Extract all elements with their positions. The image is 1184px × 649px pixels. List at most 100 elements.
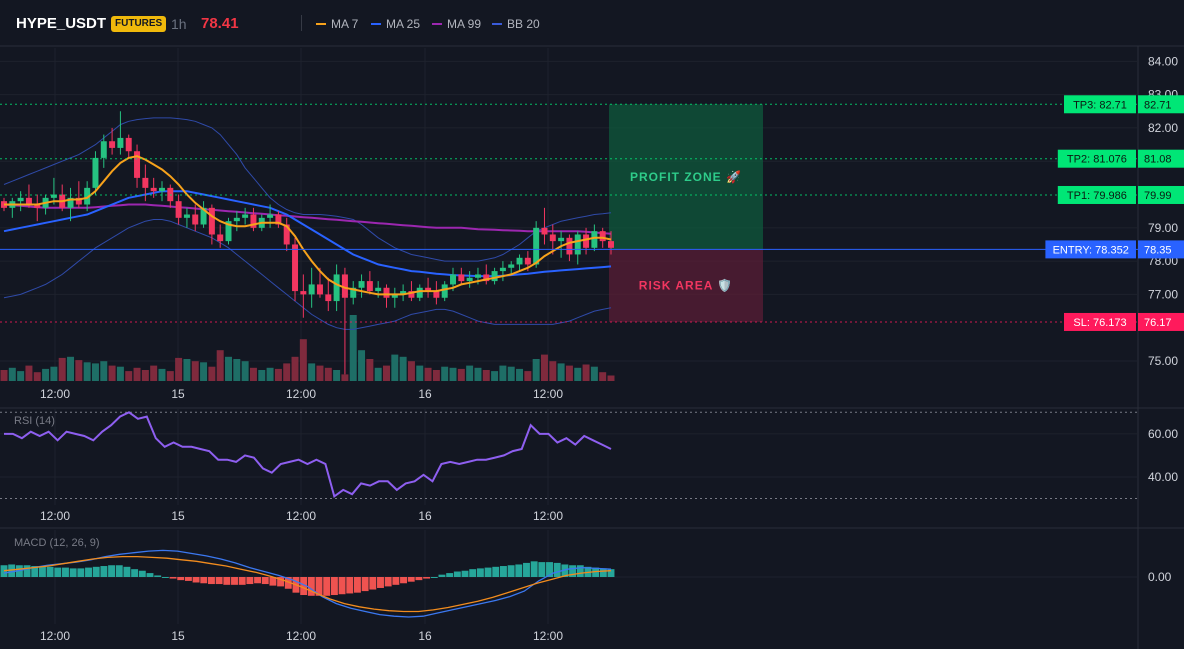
entry-level-text: ENTRY: 78.352 bbox=[1053, 244, 1129, 256]
candle-body bbox=[308, 284, 315, 295]
tp2-level-tag bbox=[1057, 149, 1136, 168]
legend-ma7[interactable]: MA 7 bbox=[316, 16, 358, 32]
macd-histogram-bar bbox=[184, 577, 192, 581]
macd-histogram-bar bbox=[46, 566, 54, 577]
macd-histogram-bar bbox=[538, 562, 546, 577]
candle-body bbox=[142, 177, 149, 188]
macd-histogram-bar bbox=[353, 577, 361, 593]
macd-histogram-bar bbox=[200, 577, 208, 584]
macd-histogram-bar bbox=[592, 567, 600, 577]
volume-bar bbox=[424, 367, 432, 381]
volume-bar bbox=[42, 368, 50, 381]
candle-body bbox=[499, 267, 506, 272]
candle-body bbox=[441, 284, 448, 298]
volume-bar bbox=[557, 363, 565, 381]
volume-bar bbox=[366, 359, 374, 381]
candle-body bbox=[458, 274, 465, 282]
price-tick-label: 82.00 bbox=[1148, 121, 1178, 135]
legend-ma25-label: MA 25 bbox=[386, 17, 421, 31]
candle-body bbox=[25, 197, 32, 205]
volume-bar bbox=[25, 365, 33, 381]
macd-histogram-bar bbox=[192, 577, 200, 583]
volume-bar bbox=[75, 360, 83, 381]
volume-bar bbox=[607, 375, 615, 381]
candle-body bbox=[541, 227, 548, 235]
macd-histogram-bar bbox=[492, 566, 500, 577]
candle-body bbox=[217, 234, 224, 242]
candle-body bbox=[325, 294, 332, 302]
macd-histogram-bar bbox=[54, 567, 62, 577]
macd-histogram-bar bbox=[599, 568, 607, 577]
candle-body bbox=[483, 274, 490, 282]
tp2-axis-tag bbox=[1138, 149, 1184, 168]
ma99-line bbox=[3, 203, 612, 235]
candle-body bbox=[183, 214, 190, 218]
volume-bar bbox=[524, 371, 532, 381]
legend-ma25-swatch bbox=[371, 22, 381, 25]
volume-bar bbox=[166, 371, 174, 381]
macd-histogram-bar bbox=[530, 561, 538, 577]
symbol-name[interactable]: HYPE_USDT bbox=[16, 15, 107, 32]
last-price: 78.41 bbox=[201, 15, 239, 32]
legend-ma99[interactable]: MA 99 bbox=[432, 16, 481, 32]
volume-bar bbox=[175, 357, 183, 381]
candle-body bbox=[574, 234, 581, 255]
macd-histogram-bar bbox=[507, 565, 515, 577]
time-tick-label: 12:00 bbox=[40, 387, 70, 401]
macd-title: MACD (12, 26, 9) bbox=[14, 537, 100, 549]
price-tick-label: 75.00 bbox=[1148, 354, 1178, 368]
macd-histogram-bar bbox=[515, 564, 523, 577]
bb-lower-line bbox=[3, 219, 612, 330]
volume-bar bbox=[416, 365, 424, 381]
legend-ma25[interactable]: MA 25 bbox=[371, 16, 420, 32]
profit-zone-label: PROFIT ZONE 🚀 bbox=[630, 170, 742, 184]
volume-bar bbox=[565, 365, 573, 381]
volume-bar bbox=[216, 350, 224, 381]
timeframe-label[interactable]: 1h bbox=[171, 16, 187, 32]
candle-body bbox=[416, 287, 423, 298]
volume-bar bbox=[308, 363, 316, 381]
candle-body bbox=[591, 231, 598, 248]
volume-bar bbox=[208, 366, 216, 381]
legend-bb20[interactable]: BB 20 bbox=[492, 16, 540, 32]
time-tick-label: 15 bbox=[171, 629, 185, 643]
risk-zone bbox=[609, 249, 763, 322]
volume-bar bbox=[258, 370, 266, 381]
candle-body bbox=[158, 187, 165, 192]
macd-histogram-bar bbox=[346, 577, 354, 594]
volume-bar bbox=[133, 367, 141, 381]
macd-histogram-bar bbox=[330, 577, 338, 596]
candle-body bbox=[558, 237, 565, 242]
macd-histogram-bar bbox=[446, 573, 454, 577]
macd-histogram-bar bbox=[131, 569, 139, 577]
candle-body bbox=[549, 234, 556, 242]
tp1-axis-tag bbox=[1138, 185, 1184, 204]
volume-bar bbox=[449, 367, 457, 381]
futures-badge: FUTURES bbox=[111, 16, 167, 32]
macd-histogram-bar bbox=[400, 577, 408, 584]
macd-histogram-bar bbox=[92, 566, 100, 577]
candle-body bbox=[250, 214, 257, 228]
volume-bar bbox=[116, 366, 124, 381]
rsi-tick-label: 40.00 bbox=[1148, 470, 1178, 484]
candle-body bbox=[292, 244, 299, 292]
time-tick-label: 16 bbox=[418, 387, 432, 401]
macd-histogram-bar bbox=[269, 577, 277, 586]
macd-signal-line bbox=[3, 555, 612, 613]
macd-histogram-bar bbox=[338, 577, 346, 595]
candle-body bbox=[233, 217, 240, 222]
legend-ma7-swatch bbox=[316, 22, 326, 25]
candle-body bbox=[366, 281, 373, 292]
volume-bar bbox=[599, 372, 607, 381]
macd-histogram-bar bbox=[361, 577, 369, 592]
candle-body bbox=[150, 187, 157, 192]
volume-bar bbox=[532, 359, 540, 381]
volume-bar bbox=[399, 356, 407, 381]
candle-body bbox=[125, 137, 132, 152]
candle-body bbox=[524, 257, 531, 265]
candle-body bbox=[175, 201, 182, 218]
price-tick-label: 79.00 bbox=[1148, 221, 1178, 235]
macd-tick-label: 0.00 bbox=[1148, 570, 1172, 584]
macd-histogram-bar bbox=[369, 577, 377, 590]
